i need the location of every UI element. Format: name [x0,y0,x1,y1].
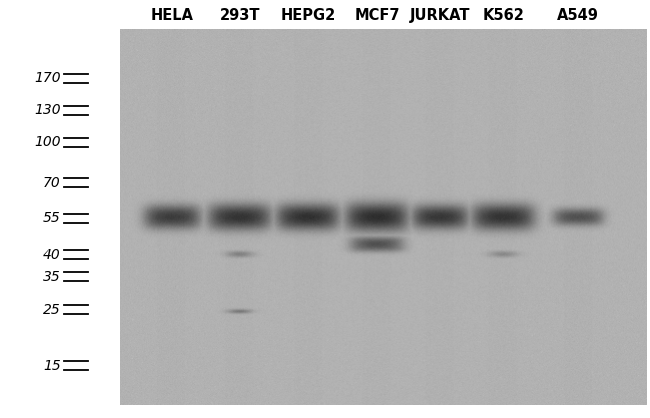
Text: HEPG2: HEPG2 [281,8,336,23]
Text: K562: K562 [482,8,525,23]
Text: MCF7: MCF7 [354,8,400,23]
Text: 25: 25 [43,303,61,316]
Text: JURKAT: JURKAT [410,8,471,23]
Text: 130: 130 [34,103,61,117]
Text: 293T: 293T [220,8,261,23]
Text: HELA: HELA [150,8,193,23]
Text: 100: 100 [34,135,61,149]
Text: 170: 170 [34,71,61,85]
Text: A549: A549 [557,8,599,23]
Text: 40: 40 [43,248,61,262]
Text: 15: 15 [43,359,61,373]
Text: 55: 55 [43,211,61,225]
Text: 70: 70 [43,176,61,190]
Text: 35: 35 [43,270,61,284]
